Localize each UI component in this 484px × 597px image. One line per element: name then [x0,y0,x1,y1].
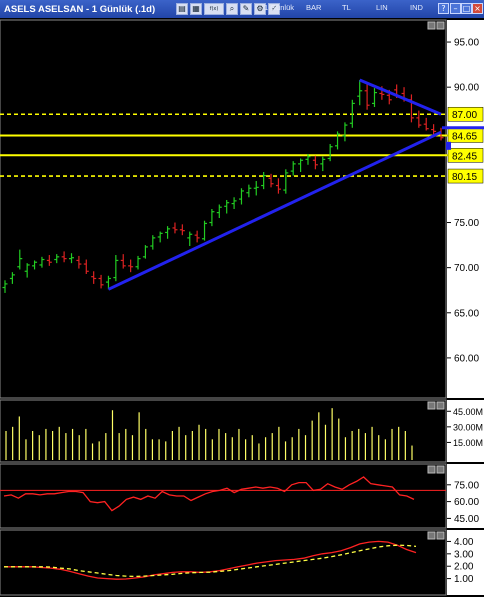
level-label-box [447,148,484,163]
price-tick-label: 70.00 [454,263,479,274]
formula-icon[interactable]: f(x) [204,3,224,15]
rsi-tick-label: 45.00 [454,514,479,525]
chart-area: 95.00 90.00 75.00 70.00 65.00 60.00 87.00 84.65… [0,19,484,596]
level-label: 84.65 [452,131,477,142]
pane-0-close-icon[interactable] [436,21,445,30]
rsi-tick-label: 75.00 [454,480,479,491]
bar-button[interactable]: BAR [306,3,322,12]
macd-tick-label: 1.00 [454,574,474,585]
draw-icon[interactable]: ✎ [240,3,252,15]
price-tick-label: 75.00 [454,218,479,229]
window-title: ASELS ASELSAN - 1 Günlük (.1d) [4,3,156,15]
close-icon[interactable]: × [472,3,483,14]
help-icon[interactable]: ? [438,3,449,14]
macd-tick-label: 3.00 [454,549,474,560]
period-selector[interactable]: 1 Günlük [264,3,295,12]
pane-0-restore-icon[interactable] [427,21,436,30]
pane-3-plot [0,529,447,596]
lin-button[interactable]: LIN [376,3,388,12]
pane-0-plot [0,19,447,399]
rsi-line [3,476,415,512]
pane-1-close-icon[interactable] [436,401,445,410]
volume-tick-label: 30.00M [453,422,483,432]
pane-2-axis [447,464,484,528]
price-tick-label: 95.00 [454,38,479,49]
pane-3-close-icon[interactable] [436,531,445,540]
ind-button[interactable]: IND [410,3,423,12]
title-bar: ASELS ASELSAN - 1 Günlük (.1d) ▤ ▦ f(x) … [0,0,484,18]
macd-tick-label: 4.00 [454,537,474,548]
pane-2-restore-icon[interactable] [427,465,436,474]
check-icon[interactable]: ✓ [268,3,280,15]
pane-2-close-icon[interactable] [436,465,445,474]
level-label-box [447,168,484,184]
price-tick-label: 90.00 [454,83,479,94]
pane-3-axis [447,530,484,595]
rsi-tick-label: 60.00 [454,497,479,508]
macd-signal-line [4,544,417,578]
level-label-box [447,106,484,122]
macd-tick-label: 2.00 [454,562,474,573]
minimize-icon[interactable]: – [450,3,461,14]
toolbar: ▤ ▦ f(x) ⌕ ✎ ⚙ ✓ [176,2,282,16]
volume-tick-label: 45.00M [453,407,483,417]
print-icon[interactable]: ▤ [176,3,188,15]
volume-tick-label: 15.00M [453,438,483,448]
level-label: 87.00 [452,110,477,121]
tl-button[interactable]: TL [342,3,351,12]
settings-icon[interactable]: ⚙ [254,3,266,15]
pane-3-restore-icon[interactable] [427,531,436,540]
level-label: 82.45 [452,151,477,162]
maximize-icon[interactable]: □ [461,3,472,14]
pane-0-axis [447,20,484,398]
pane-1-axis [447,400,484,462]
cursor-marker-icon[interactable] [446,141,451,150]
price-tick-label: 60.00 [454,353,479,364]
level-label: 80.15 [452,172,477,183]
pane-1-restore-icon[interactable] [427,401,436,410]
trend-line[interactable] [359,78,442,116]
pane-2-plot [0,463,447,529]
price-tick-label: 65.00 [454,308,479,319]
trend-line[interactable] [107,130,442,291]
zoom-icon[interactable]: ⌕ [226,3,238,15]
grid-icon[interactable]: ▦ [190,3,202,15]
